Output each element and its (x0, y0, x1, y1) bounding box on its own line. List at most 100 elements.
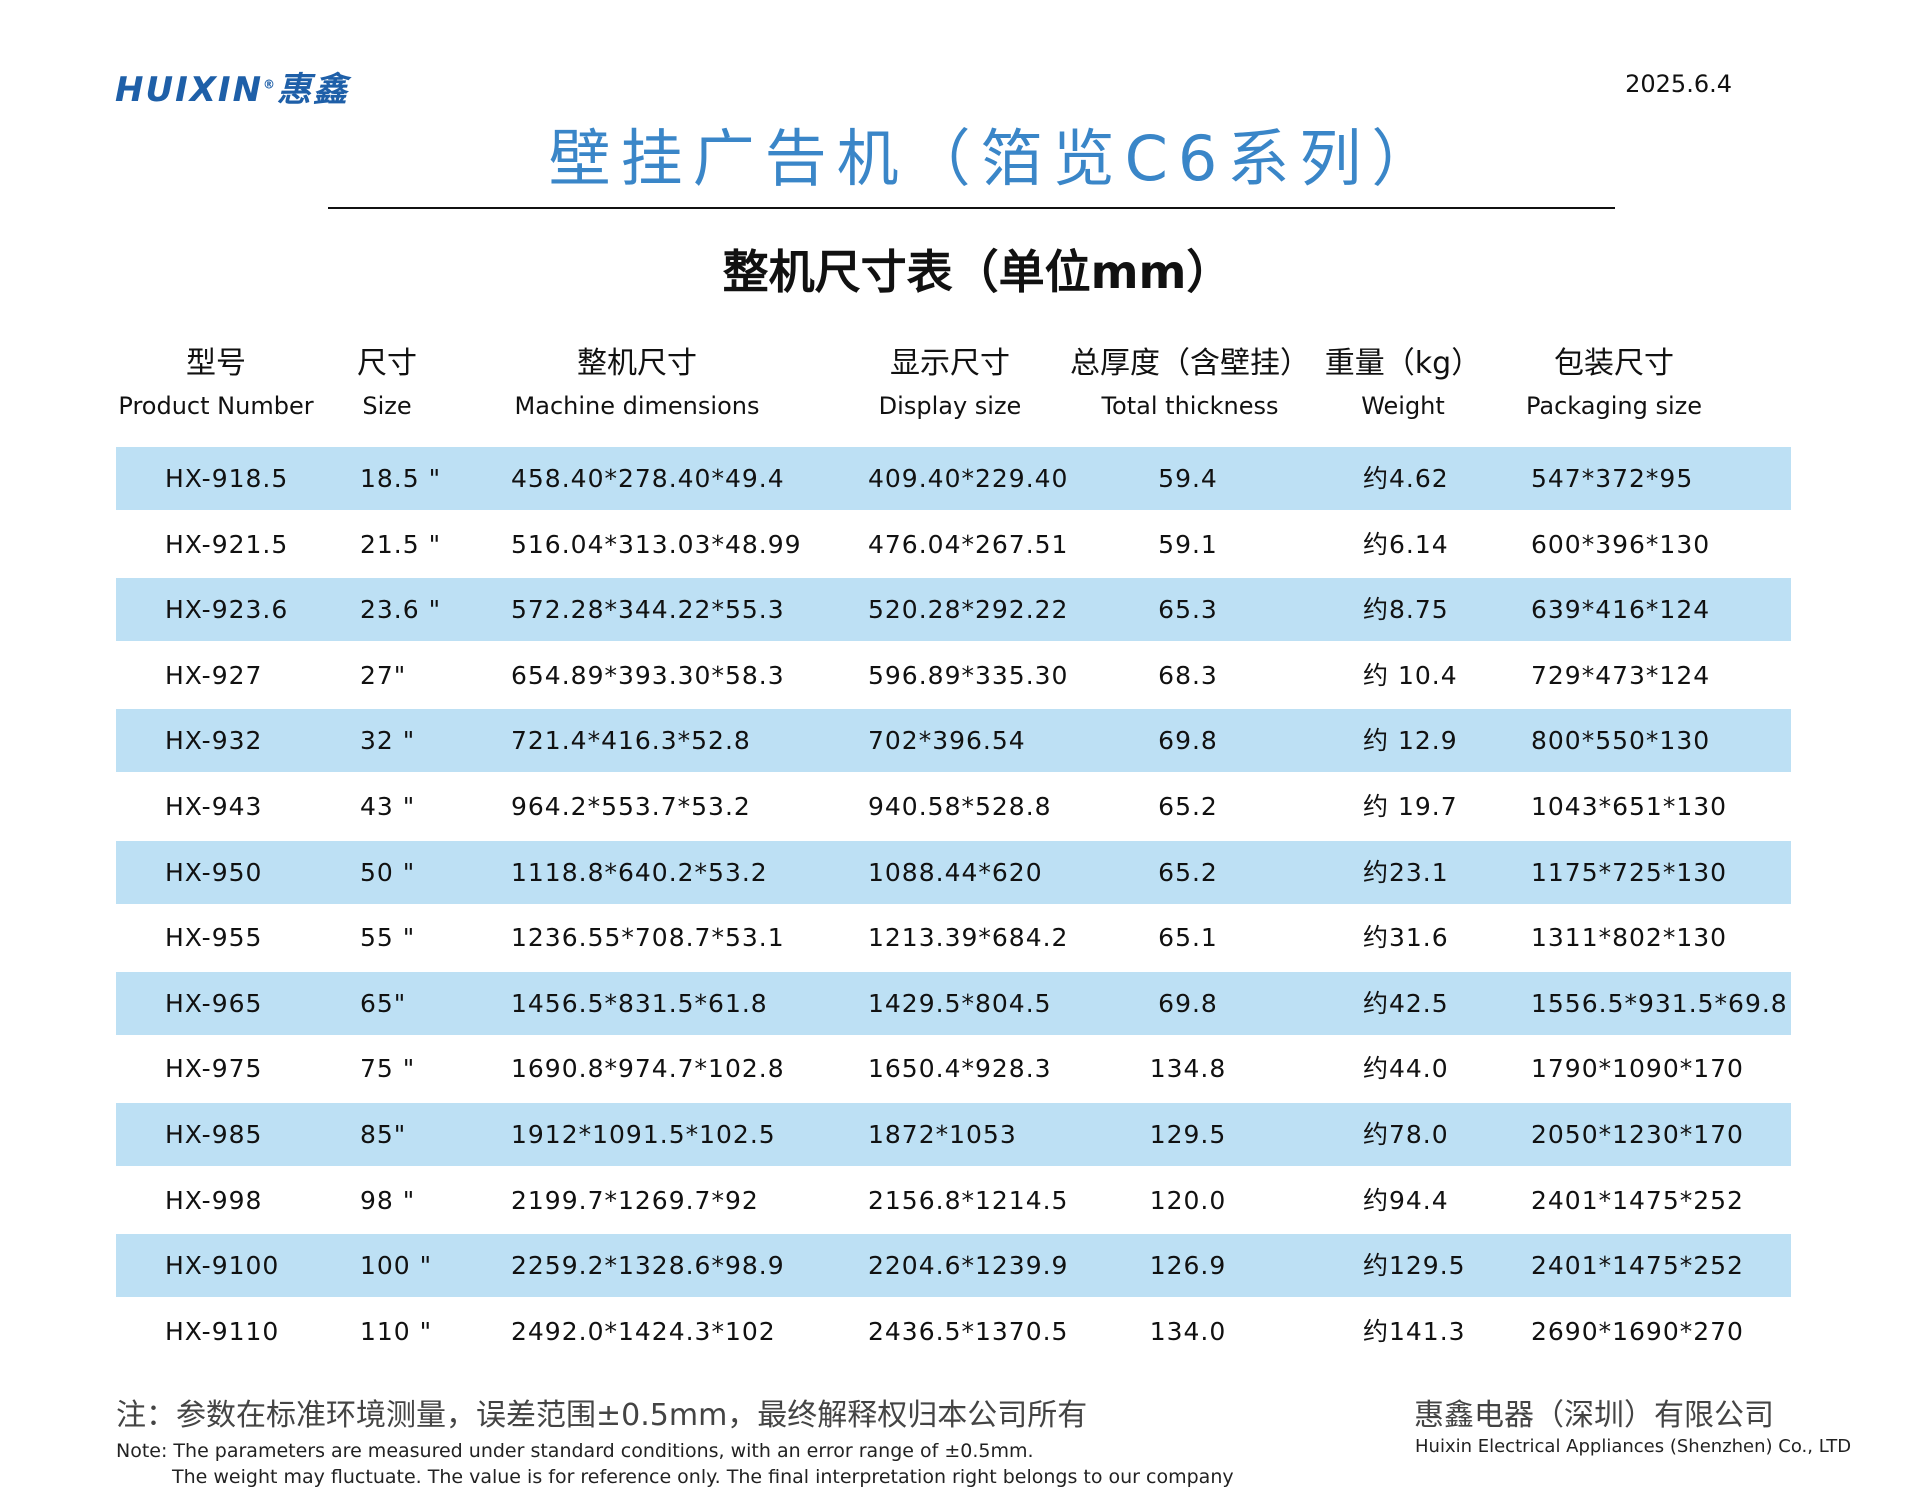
column-header-cn: 尺寸 (357, 346, 417, 381)
column-header-cn: 显示尺寸 (890, 346, 1010, 381)
table-cell: 1429.5*804.5 (868, 988, 1052, 1018)
column-header-en: Display size (878, 392, 1022, 420)
table-cell: 1043*651*130 (1531, 792, 1728, 821)
table-cell: 2199.7*1269.7*92 (511, 1185, 759, 1215)
table-cell: 2401*1475*252 (1531, 1251, 1744, 1281)
table-cell: 134.8 (1149, 1054, 1227, 1084)
table-cell: 约129.5 (1363, 1251, 1466, 1281)
table-row: HX-950 50 " 1118.8*640.2*53.2 1088.44*620 65… (116, 840, 1791, 904)
column-header-cn: 包装尺寸 (1554, 346, 1674, 381)
table-cell: 2259.2*1328.6*98.9 (511, 1251, 785, 1281)
table-cell: 69.8 (1158, 726, 1218, 756)
table-cell: HX-985 (165, 1120, 263, 1149)
logo-cn: 惠鑫 (277, 70, 350, 110)
column-header-cn: 重量（kg） (1324, 346, 1482, 381)
table-cell: 50 " (360, 857, 416, 887)
divider (328, 207, 1615, 209)
table-cell: 1118.8*640.2*53.2 (511, 857, 768, 887)
table-row: HX-975 75 " 1690.8*974.7*102.8 1650.4*928.3… (116, 1037, 1791, 1100)
table-cell: 约4.62 (1363, 464, 1449, 493)
table-cell: 55 " (360, 923, 416, 953)
table-cell: HX-927 (165, 660, 263, 690)
table-cell: 69.8 (1158, 988, 1218, 1018)
table-cell: HX-955 (165, 923, 263, 953)
table-cell: HX-943 (165, 792, 263, 821)
column-header-en: Size (362, 392, 412, 420)
table-cell: 964.2*553.7*53.2 (511, 792, 751, 821)
table-row: HX-921.5 21.5 " 516.04*313.03*48.99 476.04*… (116, 513, 1791, 576)
table-cell: 1556.5*931.5*69.8 (1531, 988, 1788, 1018)
table-cell: 约141.3 (1363, 1316, 1466, 1346)
table-cell: 409.40*229.40 (868, 464, 1069, 493)
column-header-en: Packaging size (1526, 392, 1702, 420)
table-cell: 1311*802*130 (1531, 923, 1728, 953)
table-cell: 1872*1053 (868, 1120, 1017, 1149)
table-cell: 729*473*124 (1531, 660, 1711, 690)
table-cell: 547*372*95 (1531, 464, 1694, 493)
logo-mark: ® (263, 77, 278, 92)
table-cell: HX-918.5 (165, 464, 289, 493)
logo: HUIXIN®惠鑫 (115, 62, 349, 111)
table-cell: 654.89*393.30*58.3 (511, 660, 785, 690)
table-cell: 32 " (360, 726, 416, 756)
table-cell: 1790*1090*170 (1531, 1054, 1744, 1084)
table-cell: 800*550*130 (1531, 726, 1711, 756)
table-cell: 572.28*344.22*55.3 (511, 595, 785, 625)
table-cell: 约 19.7 (1363, 792, 1458, 821)
table-cell: 596.89*335.30 (868, 660, 1069, 690)
table-cell: 约8.75 (1363, 595, 1449, 625)
table-cell: HX-921.5 (165, 529, 289, 559)
column-header-en: Weight (1361, 392, 1445, 420)
table-cell: 516.04*313.03*48.99 (511, 529, 802, 559)
table-cell: 约31.6 (1363, 923, 1449, 953)
table-row: HX-927 27" 654.89*393.30*58.3 596.89*335.30… (116, 644, 1791, 707)
table-cell: HX-975 (165, 1054, 263, 1084)
column-header-cn: 型号 (186, 346, 246, 381)
title: 壁挂广告机（箔览C6系列） (548, 122, 1444, 195)
table-cell: 458.40*278.40*49.4 (511, 464, 785, 493)
table-cell: 85" (360, 1120, 407, 1149)
table-row: HX-9110 110 " 2492.0*1424.3*102 2436.5*1370… (116, 1300, 1791, 1363)
table-cell: 100 " (360, 1251, 433, 1281)
table-cell: 721.4*416.3*52.8 (511, 726, 751, 756)
table-cell: 59.1 (1158, 529, 1218, 559)
table-cell: 134.0 (1149, 1316, 1227, 1346)
table-cell: 2492.0*1424.3*102 (511, 1316, 776, 1346)
table-cell: 65" (360, 988, 407, 1018)
table-cell: 27" (360, 660, 407, 690)
column-header-cn: 整机尺寸 (577, 346, 697, 381)
table-cell: 110 " (360, 1316, 433, 1346)
table-cell: 1213.39*684.2 (868, 923, 1069, 953)
table-cell: 59.4 (1158, 464, 1218, 493)
table-cell: 21.5 " (360, 529, 442, 559)
table-cell: 600*396*130 (1531, 529, 1711, 559)
table-cell: 约42.5 (1363, 988, 1449, 1018)
company-en: Huixin Electrical Appliances (Shenzhen) … (1415, 1436, 1852, 1457)
table-cell: 520.28*292.22 (868, 595, 1069, 625)
table-cell: 98 " (360, 1185, 416, 1215)
table-row: HX-943 43 " 964.2*553.7*53.2 940.58*528.8 65… (116, 775, 1791, 838)
table-cell: 65.1 (1158, 923, 1218, 953)
table-cell: 23.6 " (360, 595, 442, 625)
table-cell: 476.04*267.51 (868, 529, 1069, 559)
table-cell: 约78.0 (1363, 1120, 1449, 1149)
table-cell: HX-965 (165, 988, 263, 1018)
company-cn: 惠鑫电器（深圳）有限公司 (1414, 1398, 1774, 1433)
table-cell: 65.2 (1158, 792, 1218, 821)
table-cell: 1175*725*130 (1531, 857, 1728, 887)
table-row: HX-955 55 " 1236.55*708.7*53.1 1213.39*684.… (116, 906, 1791, 969)
table-cell: 2690*1690*270 (1531, 1316, 1744, 1346)
table-cell: HX-950 (165, 857, 263, 887)
table-cell: 65.3 (1158, 595, 1218, 625)
table-cell: 2436.5*1370.5 (868, 1316, 1069, 1346)
table-cell: 68.3 (1158, 660, 1218, 690)
table-cell: 2204.6*1239.9 (868, 1251, 1069, 1281)
table-cell: 1690.8*974.7*102.8 (511, 1054, 785, 1084)
column-header-en: Machine dimensions (514, 392, 760, 420)
table-row: HX-998 98 " 2199.7*1269.7*92 2156.8*1214.5 1… (116, 1169, 1791, 1232)
column-header-cn: 总厚度（含壁挂） (1070, 346, 1310, 381)
note-en: The weight may fluctuate. The value is f… (172, 1466, 1234, 1488)
table-cell: 约 12.9 (1363, 726, 1458, 756)
table-cell: 43 " (360, 792, 416, 821)
